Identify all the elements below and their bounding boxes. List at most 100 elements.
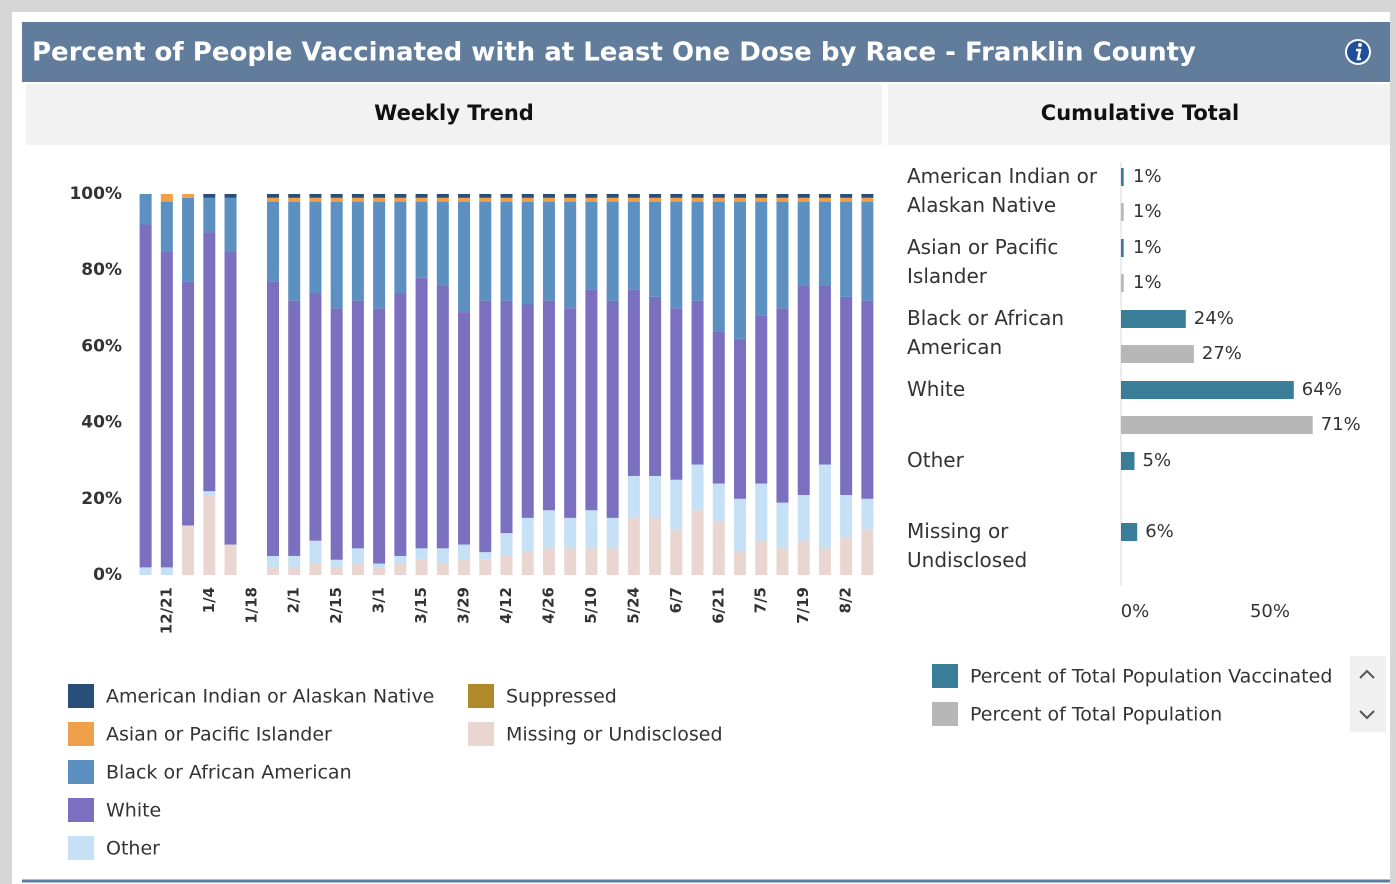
bar-segment (818, 197, 831, 202)
bar (1121, 416, 1313, 434)
bar-segment (436, 285, 449, 549)
bar-segment (139, 567, 152, 575)
category-label: Missing or Undisclosed (907, 519, 1028, 572)
x-tick-label: 8/2 (837, 587, 855, 613)
bar-segment (479, 300, 492, 553)
scroll-control[interactable] (1350, 656, 1386, 732)
bar-segment (373, 567, 386, 575)
bar-segment (861, 194, 874, 198)
subheader (888, 84, 1390, 145)
bar-segment (564, 194, 577, 198)
x-tick-label: 6/7 (667, 587, 685, 613)
bar-segment (776, 548, 789, 575)
bar-segment (458, 194, 471, 198)
x-tick-label: 1/18 (242, 587, 260, 624)
category-label: White (907, 377, 966, 401)
legend-swatch (68, 798, 94, 822)
bar (1121, 452, 1135, 470)
y-tick-label: 60% (81, 336, 122, 356)
bar-segment (734, 194, 747, 198)
bar-segment (521, 517, 534, 553)
legend-swatch (468, 684, 494, 708)
bar-segment (373, 197, 386, 202)
bar-segment (458, 201, 471, 313)
bar-segment (564, 201, 577, 309)
data-label: 27% (1202, 343, 1242, 364)
bar-segment (649, 296, 662, 476)
bar-segment (818, 548, 831, 575)
info-icon[interactable] (1345, 39, 1371, 65)
bar-segment (309, 197, 322, 202)
bar-segment (415, 548, 428, 560)
x-tick-label: 4/26 (539, 587, 557, 624)
bar-segment (139, 194, 152, 225)
bar-segment (734, 552, 747, 575)
bar-segment (309, 540, 322, 564)
bar-segment (818, 464, 831, 549)
bar-segment (436, 201, 449, 286)
bar-segment (288, 194, 301, 198)
bar-segment (351, 300, 364, 549)
bar-segment (734, 201, 747, 339)
bar-segment (394, 201, 407, 294)
bar-segment (415, 197, 428, 202)
bar-segment (309, 194, 322, 198)
bar-segment (564, 548, 577, 575)
bar-segment (712, 521, 725, 575)
bar-segment (521, 201, 534, 305)
bar-segment (649, 517, 662, 575)
bar-segment (436, 194, 449, 198)
bar-segment (755, 315, 768, 484)
bar-segment (160, 251, 173, 568)
bar-segment (606, 194, 619, 198)
bar-segment (627, 475, 640, 518)
bar-segment (797, 494, 810, 541)
bar-segment (351, 197, 364, 202)
bar-segment (479, 201, 492, 301)
bar (1121, 345, 1194, 363)
legend-label: Asian or Pacific Islander (106, 724, 332, 746)
bar-segment (542, 194, 555, 198)
bar-segment (521, 552, 534, 575)
x-tick-label: 2/15 (327, 587, 345, 624)
legend-label: Black or African American (106, 762, 352, 784)
bar-segment (734, 498, 747, 553)
bar-segment (776, 201, 789, 309)
bar-segment (755, 201, 768, 316)
legend-label: Percent of Total Population (970, 704, 1222, 726)
bar-segment (861, 300, 874, 499)
bar-segment (351, 201, 364, 301)
bar-segment (394, 563, 407, 575)
bar-segment (627, 517, 640, 575)
x-tick-label: 3/1 (370, 587, 388, 613)
bar-segment (861, 498, 874, 530)
category-label: Asian or Pacific Islander (907, 235, 1059, 288)
bar-segment (266, 197, 279, 202)
bar-segment (797, 197, 810, 202)
data-label: 6% (1145, 521, 1174, 542)
bar-segment (627, 289, 640, 476)
x-tick-label: 12/21 (157, 587, 175, 634)
bar-segment (649, 194, 662, 198)
bar-segment (160, 567, 173, 575)
bar-segment (797, 540, 810, 575)
bar-segment (203, 491, 216, 495)
data-label: 1% (1133, 272, 1162, 293)
bar-segment (394, 555, 407, 564)
bar-segment (330, 194, 343, 198)
bar-segment (840, 494, 853, 537)
bar-segment (415, 559, 428, 575)
bar-segment (840, 536, 853, 575)
bar-segment (691, 194, 704, 198)
category-label: American Indian or Alaskan Native (907, 164, 1098, 217)
bar-segment (755, 483, 768, 541)
x-tick-label: 50% (1250, 601, 1290, 622)
x-tick-label: 3/29 (455, 587, 473, 624)
bar-segment (818, 194, 831, 198)
bar-segment (203, 232, 216, 492)
bar-segment (351, 548, 364, 564)
x-tick-label: 3/15 (412, 587, 430, 624)
subheader (26, 84, 882, 145)
bar-segment (712, 483, 725, 522)
